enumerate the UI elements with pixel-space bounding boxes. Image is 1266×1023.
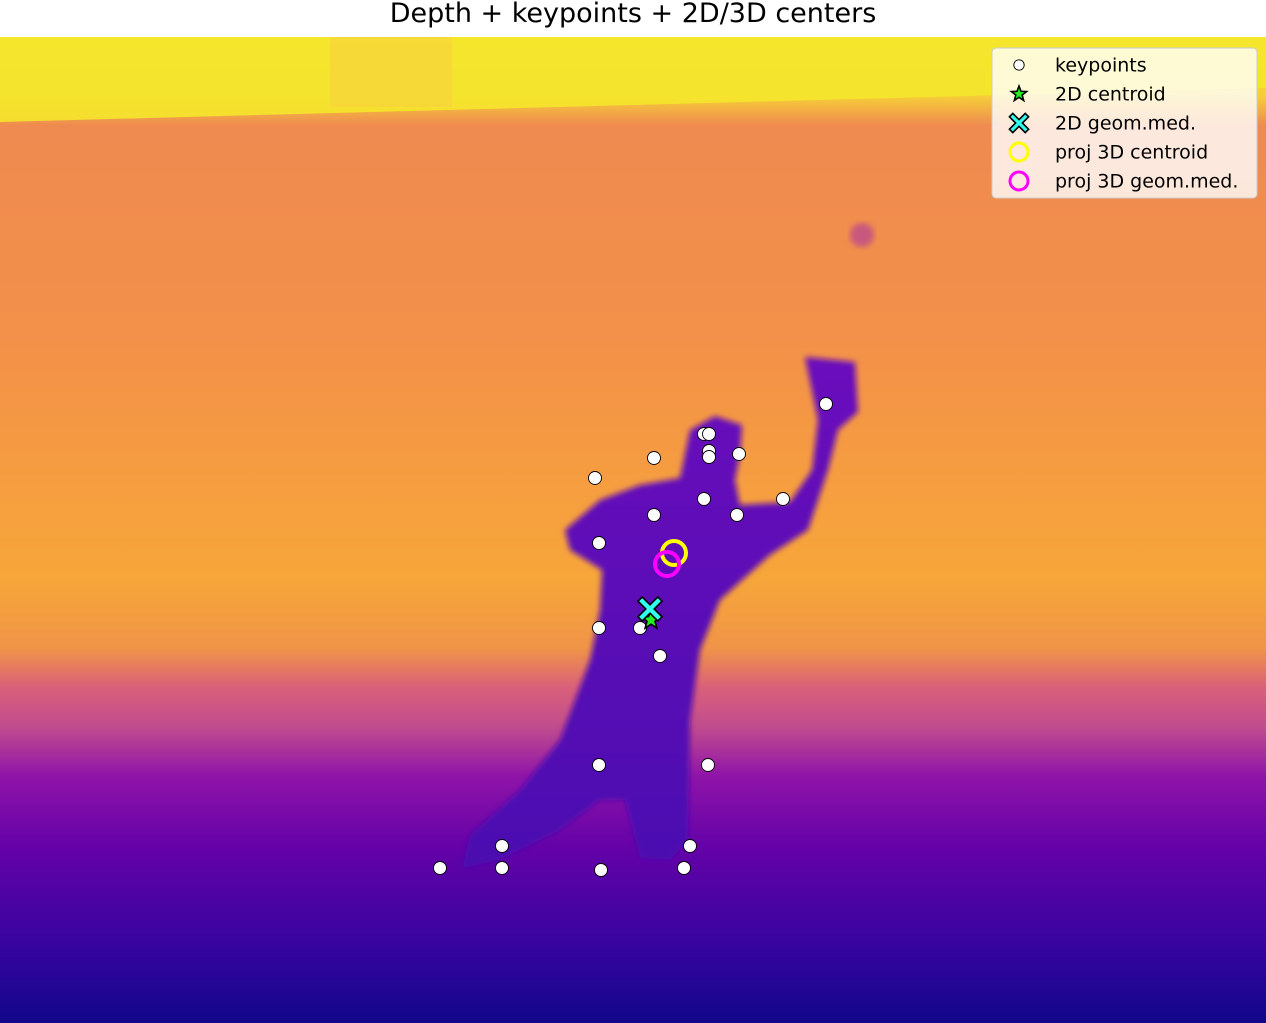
chart-title: Depth + keypoints + 2D/3D centers: [389, 0, 877, 29]
legend: keypoints 2D centroid 2D geom.med. proj 3D …: [991, 47, 1258, 199]
legend-marker-proj-3d-geom-med: [1008, 170, 1030, 192]
keypoints-point-5: [732, 447, 746, 461]
legend-marker-2d-centroid: [1009, 83, 1029, 103]
legend-marker-2d-geom-med: [1008, 112, 1030, 134]
keypoints-point-18: [495, 839, 509, 853]
keypoints-point-21: [495, 861, 509, 875]
proj-3d-geom-med-point-0: [653, 550, 681, 578]
legend-label-keypoints: keypoints: [1055, 55, 1147, 77]
legend-label-2d-geom-med: 2D geom.med.: [1055, 113, 1196, 135]
keypoints-point-7: [697, 492, 711, 506]
keypoints-point-8: [776, 492, 790, 506]
legend-marker-keypoints: [1013, 59, 1025, 71]
keypoints-point-3: [702, 450, 716, 464]
legend-label-proj-3d-centroid: proj 3D centroid: [1055, 142, 1208, 164]
keypoints-point-13: [592, 621, 606, 635]
keypoints-point-1: [702, 427, 716, 441]
keypoints-point-10: [730, 508, 744, 522]
keypoints-point-6: [588, 471, 602, 485]
keypoints-point-16: [592, 758, 606, 772]
2d-geom-med-point-0: [636, 595, 664, 623]
chart-marks: [433, 397, 833, 877]
keypoints-point-17: [701, 758, 715, 772]
legend-marker-proj-3d-centroid: [1008, 141, 1030, 163]
keypoints-point-4: [647, 451, 661, 465]
legend-label-2d-centroid: 2D centroid: [1055, 84, 1166, 106]
keypoints-point-23: [677, 861, 691, 875]
keypoints-point-19: [683, 839, 697, 853]
keypoints-point-9: [647, 508, 661, 522]
legend-box: [991, 47, 1258, 199]
depth-map: [0, 37, 1266, 1023]
keypoints-point-11: [819, 397, 833, 411]
keypoints-point-12: [592, 536, 606, 550]
keypoints-point-20: [433, 861, 447, 875]
keypoints-point-15: [653, 649, 667, 663]
legend-label-proj-3d-geom-med: proj 3D geom.med.: [1055, 171, 1238, 193]
keypoints-point-22: [594, 863, 608, 877]
